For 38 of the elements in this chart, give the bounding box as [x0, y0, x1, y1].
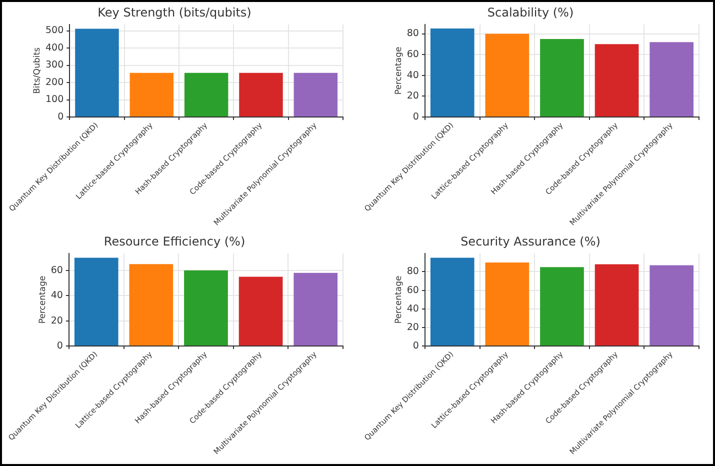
y-tick-label: 500 [45, 25, 64, 36]
y-tick-label: 40 [50, 290, 63, 302]
bar [650, 42, 694, 116]
y-tick-label: 0 [412, 340, 419, 352]
bar [430, 28, 474, 116]
y-tick-label: 200 [45, 76, 64, 88]
y-tick-label: 400 [45, 42, 64, 54]
y-axis-title: Percentage [38, 276, 48, 324]
y-tick-label: 0 [58, 111, 64, 122]
chart-title: Key Strength (bits/qubits) [98, 5, 252, 20]
y-tick-label: 80 [406, 28, 419, 40]
y-tick-label: 60 [406, 284, 419, 296]
bar [129, 264, 174, 346]
bar [238, 276, 283, 346]
y-tick-label: 100 [45, 94, 64, 106]
y-tick-label: 80 [406, 266, 419, 278]
bar [294, 272, 338, 346]
y-tick-label: 60 [406, 49, 419, 60]
y-tick-label: 40 [406, 303, 419, 314]
y-tick-label: 300 [45, 60, 64, 71]
bar [594, 44, 639, 116]
y-tick-label: 0 [56, 340, 63, 352]
bar [184, 270, 228, 346]
y-axis-title: Bits/Qubits [32, 46, 43, 94]
bar [74, 258, 118, 346]
y-tick-label: 60 [50, 264, 63, 276]
y-tick-label: 20 [406, 322, 419, 333]
chart-title: Security Assurance (%) [460, 234, 600, 248]
y-axis-title: Percentage [394, 276, 404, 324]
bar [485, 34, 530, 116]
y-tick-label: 0 [412, 111, 419, 122]
y-tick-label: 20 [50, 315, 63, 326]
y-tick-label: 20 [406, 90, 419, 102]
y-tick-label: 40 [406, 70, 419, 81]
chart-title: Resource Efficiency (%) [104, 234, 246, 248]
chart-title: Scalability (%) [487, 5, 574, 20]
bar [540, 38, 584, 116]
y-axis-title: Percentage [394, 46, 404, 95]
